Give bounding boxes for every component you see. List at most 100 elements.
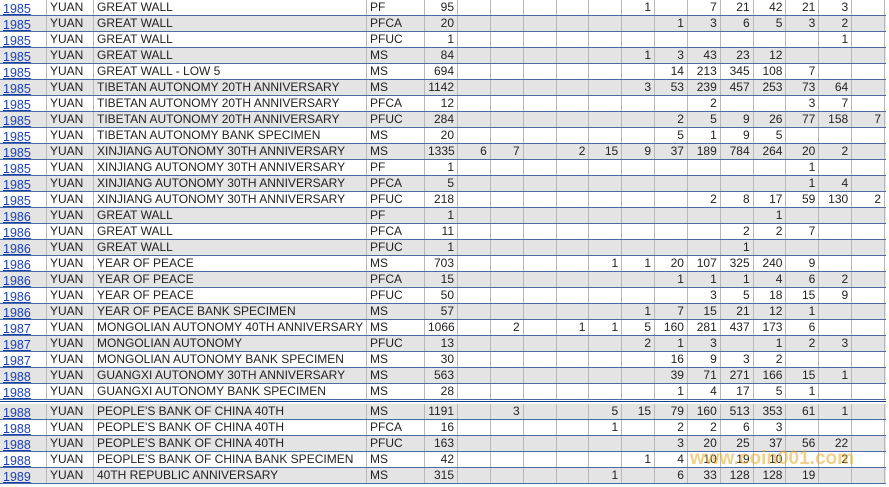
table-cell: 784 — [721, 144, 754, 159]
table-cell — [787, 452, 820, 467]
table-row: 1986 YUAN YEAR OF PEACE PFCA 15 1 1 1 4 6 2 — [0, 272, 886, 288]
table-cell — [589, 352, 623, 367]
year-link[interactable]: 1985 — [0, 192, 47, 207]
table-cell: 12 — [754, 48, 787, 63]
table-cell — [458, 160, 491, 175]
table-cell — [819, 240, 853, 255]
table-cell: 2 — [688, 420, 721, 435]
table-cell: 315 — [425, 468, 458, 483]
table-cell — [721, 96, 754, 111]
table-cell: 64 — [819, 80, 853, 95]
table-cell — [819, 224, 853, 239]
year-link[interactable]: 1986 — [0, 224, 47, 239]
year-link[interactable]: 1987 — [0, 352, 47, 367]
table-cell — [524, 436, 557, 451]
table-cell — [524, 160, 557, 175]
table-cell: 59 — [787, 192, 820, 207]
table-cell — [557, 16, 590, 31]
table-cell: 353 — [754, 404, 787, 419]
table-cell: 2 — [754, 352, 787, 367]
table-cell: 107 — [688, 256, 721, 271]
year-link[interactable]: 1985 — [0, 96, 47, 111]
year-link[interactable]: 1987 — [0, 320, 47, 335]
year-link[interactable]: 1985 — [0, 112, 47, 127]
table-cell — [589, 96, 623, 111]
table-row: 1988 YUAN GUANGXI AUTONOMY BANK SPECIMEN MS… — [0, 384, 886, 400]
table-cell: GUANGXI AUTONOMY 30TH ANNIVERSARY — [94, 368, 367, 383]
table-cell: MONGOLIAN AUTONOMY — [94, 336, 367, 351]
year-link[interactable]: 1985 — [0, 144, 47, 159]
year-link[interactable]: 1986 — [0, 288, 47, 303]
table-cell: 5 — [655, 128, 688, 143]
table-cell — [491, 160, 524, 175]
year-link[interactable]: 1986 — [0, 272, 47, 287]
table-cell: YUAN — [47, 420, 94, 435]
table-cell: 9 — [721, 112, 754, 127]
year-link[interactable]: 1988 — [0, 368, 47, 383]
year-link[interactable]: 1985 — [0, 128, 47, 143]
year-link[interactable]: 1988 — [0, 452, 47, 467]
table-cell: 84 — [425, 48, 458, 63]
table-cell: 7 — [787, 224, 820, 239]
table-row: 1985 YUAN TIBETAN AUTONOMY 20TH ANNIVERSAR… — [0, 96, 886, 112]
table-cell — [458, 420, 491, 435]
table-cell — [589, 272, 623, 287]
year-link[interactable]: 1989 — [0, 468, 47, 483]
table-cell: 79 — [655, 404, 688, 419]
table-cell: 2 — [754, 224, 787, 239]
table-cell — [524, 80, 557, 95]
table-cell — [458, 304, 491, 319]
table-cell: PFUC — [367, 336, 425, 351]
year-link[interactable]: 1986 — [0, 304, 47, 319]
year-link[interactable]: 1988 — [0, 384, 47, 399]
year-link[interactable]: 1988 — [0, 404, 47, 419]
table-cell: 1142 — [425, 80, 458, 95]
table-cell: 3 — [655, 436, 688, 451]
year-link[interactable]: 1985 — [0, 16, 47, 31]
year-link[interactable]: 1985 — [0, 32, 47, 47]
table-row: 1986 YUAN YEAR OF PEACE MS 703 1 1 20 107 325 240 9 — [0, 256, 886, 272]
table-cell — [557, 176, 590, 191]
table-cell — [557, 32, 590, 47]
table-cell — [491, 224, 524, 239]
table-cell — [852, 224, 886, 239]
table-cell: GREAT WALL — [94, 224, 367, 239]
table-cell — [655, 224, 688, 239]
table-cell: 166 — [754, 368, 787, 383]
year-link[interactable]: 1985 — [0, 80, 47, 95]
table-cell — [622, 32, 656, 47]
year-link[interactable]: 1987 — [0, 336, 47, 351]
table-cell: 253 — [754, 80, 787, 95]
year-link[interactable]: 1988 — [0, 420, 47, 435]
table-cell: 71 — [688, 368, 721, 383]
table-cell — [458, 436, 491, 451]
table-cell: YUAN — [47, 64, 94, 79]
year-link[interactable]: 1986 — [0, 256, 47, 271]
table-cell — [524, 452, 557, 467]
table-cell — [655, 96, 688, 111]
table-cell — [622, 112, 656, 127]
table-cell — [491, 64, 524, 79]
table-cell: 240 — [754, 256, 787, 271]
year-link[interactable]: 1986 — [0, 240, 47, 255]
year-link[interactable]: 1985 — [0, 160, 47, 175]
table-cell — [589, 176, 623, 191]
table-cell: 6 — [655, 468, 688, 483]
table-cell — [557, 384, 590, 399]
year-link[interactable]: 1985 — [0, 64, 47, 79]
year-link[interactable]: 1985 — [0, 176, 47, 191]
table-cell: 53 — [655, 80, 688, 95]
year-link[interactable]: 1985 — [0, 0, 47, 15]
table-cell — [852, 352, 886, 367]
table-cell — [622, 436, 656, 451]
table-cell: 15 — [688, 304, 721, 319]
table-cell: 16 — [425, 420, 458, 435]
table-cell: MS — [367, 144, 425, 159]
year-link[interactable]: 1988 — [0, 436, 47, 451]
table-cell: GREAT WALL - LOW 5 — [94, 64, 367, 79]
table-cell: 703 — [425, 256, 458, 271]
year-link[interactable]: 1986 — [0, 208, 47, 223]
table-cell — [622, 160, 656, 175]
table-row: 1986 YUAN GREAT WALL PFCA 11 2 2 7 — [0, 224, 886, 240]
year-link[interactable]: 1985 — [0, 48, 47, 63]
